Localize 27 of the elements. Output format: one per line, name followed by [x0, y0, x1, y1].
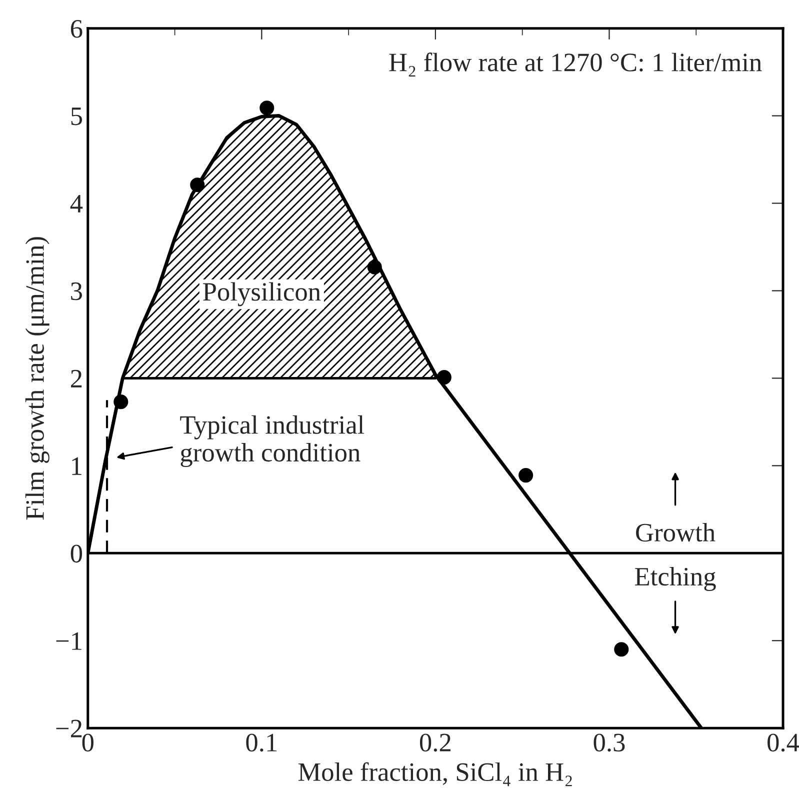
- x-tick-label: 0.1: [246, 734, 277, 752]
- x-tick-label: 0.2: [420, 734, 450, 752]
- y-axis-title: Film growth rate (μm/min): [25, 237, 50, 520]
- annotation: Typical industrial growth condition: [180, 415, 364, 468]
- point: [614, 642, 629, 657]
- point: [114, 394, 128, 410]
- y-tick-label: 3: [71, 282, 82, 300]
- annotation: Polysilicon: [203, 282, 321, 306]
- x-tick-label: 0.4: [768, 734, 799, 752]
- annotation: Growth: [636, 522, 716, 542]
- point: [367, 260, 382, 274]
- y-tick-label: 2: [70, 370, 82, 388]
- point: [518, 468, 534, 483]
- point: [190, 178, 205, 192]
- y-tick-label: −2: [56, 720, 82, 738]
- annotation: H₂ flow rate at 1270 °C: 1 liter/min: [389, 52, 762, 77]
- y-tick-label: 0: [70, 544, 82, 563]
- x-axis-title: Mole fraction, SiCl₄ in H₂: [298, 762, 572, 786]
- y-tick-label: 1: [72, 457, 82, 475]
- x-tick-label: 0.3: [594, 734, 625, 752]
- annotation: Etching: [634, 567, 716, 592]
- y-tick-label: 6: [70, 20, 82, 38]
- point: [260, 100, 274, 116]
- point: [436, 370, 452, 385]
- y-tick-label: 5: [71, 108, 82, 126]
- y-tick-label: 4: [70, 195, 83, 212]
- y-tick-label: −1: [56, 632, 82, 650]
